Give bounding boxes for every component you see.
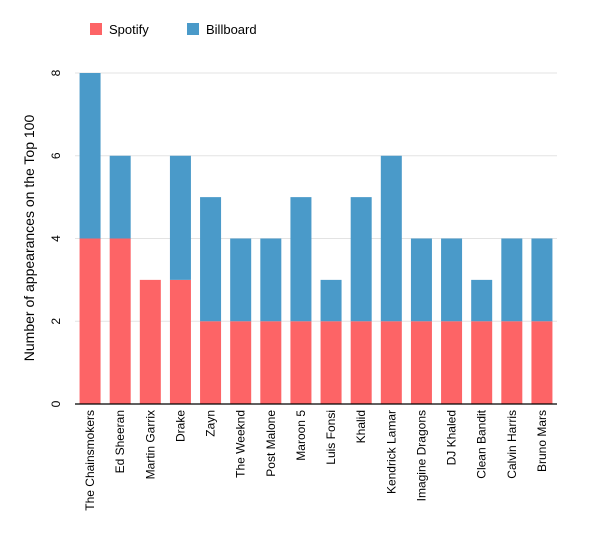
bar-billboard-3: [169, 155, 191, 280]
bar-spotify-3: [169, 279, 191, 404]
y-tick-label-3: 6: [49, 152, 63, 159]
bar-spotify-1: [109, 238, 131, 404]
bar-billboard-7: [290, 197, 312, 322]
y-ticks: 0 2 4 6 8: [49, 69, 63, 407]
y-tick-label-1: 2: [49, 318, 63, 325]
bar-billboard-8: [320, 279, 342, 322]
x-tick-label-9: Khalid: [354, 410, 368, 443]
bar-spotify-6: [260, 321, 282, 404]
bar-spotify-9: [350, 321, 372, 404]
bar-spotify-11: [410, 321, 432, 404]
bar-spotify-4: [200, 321, 222, 404]
bar-spotify-0: [79, 238, 101, 404]
bar-billboard-0: [79, 73, 101, 239]
bar-spotify-2: [139, 279, 161, 404]
bar-spotify-10: [380, 321, 402, 404]
bar-spotify-14: [501, 321, 523, 404]
bar-spotify-12: [441, 321, 463, 404]
bar-spotify-5: [230, 321, 252, 404]
legend-label-billboard: Billboard: [206, 22, 257, 37]
x-tick-label-4: Zayn: [204, 410, 218, 437]
x-tick-label-12: DJ Khaled: [445, 410, 459, 465]
bar-billboard-5: [230, 238, 252, 322]
x-tick-label-14: Calvin Harris: [505, 410, 519, 479]
x-tick-label-8: Luis Fonsi: [324, 410, 338, 465]
bar-billboard-6: [260, 238, 282, 322]
bars: [79, 73, 553, 404]
bar-spotify-15: [531, 321, 553, 404]
bar-billboard-10: [380, 155, 402, 322]
y-axis-label: Number of appearances on the Top 100: [21, 115, 37, 362]
bar-spotify-13: [471, 321, 493, 404]
x-tick-label-5: The Weeknd: [234, 410, 248, 478]
bar-billboard-4: [200, 197, 222, 322]
bar-billboard-1: [109, 155, 131, 239]
legend-label-spotify: Spotify: [109, 22, 149, 37]
bar-billboard-12: [441, 238, 463, 322]
y-tick-label-4: 8: [49, 69, 63, 76]
x-tick-label-3: Drake: [173, 410, 187, 442]
y-tick-label-0: 0: [49, 400, 63, 407]
bar-spotify-7: [290, 321, 312, 404]
x-tick-label-13: Clean Bandit: [475, 409, 489, 478]
bar-spotify-8: [320, 321, 342, 404]
legend: Spotify Billboard: [90, 22, 257, 37]
bar-billboard-11: [410, 238, 432, 322]
x-tick-label-0: The Chainsmokers: [83, 410, 97, 511]
x-tick-label-10: Kendrick Lamar: [384, 410, 398, 494]
legend-swatch-billboard: [187, 23, 199, 35]
bar-billboard-13: [471, 279, 493, 322]
x-tick-labels: The Chainsmokers Ed Sheeran Martin Garrix D…: [83, 409, 549, 510]
x-tick-label-11: Imagine Dragons: [414, 410, 428, 501]
x-tick-label-2: Martin Garrix: [143, 410, 157, 479]
bar-billboard-14: [501, 238, 523, 322]
x-tick-label-15: Bruno Mars: [535, 410, 549, 472]
legend-swatch-spotify: [90, 23, 102, 35]
y-tick-label-2: 4: [49, 235, 63, 242]
x-tick-label-1: Ed Sheeran: [113, 410, 127, 473]
bar-billboard-15: [531, 238, 553, 322]
bar-billboard-9: [350, 197, 372, 322]
x-tick-label-6: Post Malone: [264, 410, 278, 477]
x-tick-label-7: Maroon 5: [294, 410, 308, 461]
